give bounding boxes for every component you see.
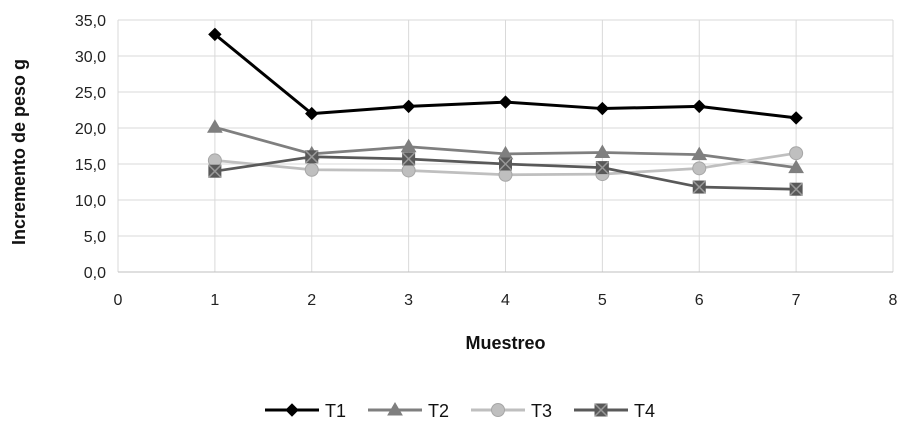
data-point: [789, 146, 804, 161]
data-point: [692, 161, 707, 176]
data-point: [595, 101, 610, 116]
x-tick-label: 8: [889, 292, 898, 309]
data-point: [595, 161, 609, 175]
y-tick-label: 35,0: [75, 13, 106, 30]
y-tick-label: 5,0: [84, 229, 106, 246]
data-point: [305, 106, 319, 121]
legend-label: T1: [325, 401, 346, 421]
data-point: [208, 164, 222, 178]
legend-marker: [285, 403, 299, 417]
data-point: [305, 150, 319, 164]
data-point: [691, 146, 708, 161]
legend-label: T3: [531, 401, 552, 421]
y-axis-title: Incremento de peso g: [9, 59, 29, 245]
data-point: [402, 152, 416, 166]
x-tick-label: 3: [404, 292, 413, 309]
legend-marker: [594, 403, 608, 417]
y-tick-label: 30,0: [75, 49, 106, 66]
data-point: [208, 27, 222, 42]
legend-item-t1: T1: [265, 401, 346, 421]
series-t4: [208, 150, 803, 196]
series-t3: [207, 146, 804, 182]
data-point: [498, 157, 513, 171]
y-tick-label: 20,0: [75, 121, 106, 138]
series-group: [207, 27, 804, 196]
legend-marker: [387, 402, 403, 416]
legend-label: T2: [428, 401, 449, 421]
y-tick-label: 15,0: [75, 157, 106, 174]
legend-label: T4: [634, 401, 655, 421]
x-axis-title: Muestreo: [465, 333, 545, 353]
data-point: [788, 159, 804, 174]
y-tick-label: 0,0: [84, 265, 106, 282]
y-tick-labels: 0,0 5,0 10,0 15,0 20,0 25,0 30,0 35,0: [75, 13, 106, 282]
x-tick-label: 2: [307, 292, 316, 309]
data-point: [304, 162, 319, 177]
data-point: [789, 111, 803, 125]
y-tick-label: 25,0: [75, 85, 106, 102]
x-tick-labels: 0 1 2 3 4 5 6 7 8: [114, 292, 898, 309]
x-tick-label: 1: [210, 292, 219, 309]
x-tick-label: 6: [695, 292, 704, 309]
data-point: [498, 95, 513, 109]
data-point: [692, 99, 706, 114]
data-point: [594, 144, 611, 158]
legend-item-t3: T3: [471, 401, 552, 421]
x-tick-label: 4: [501, 292, 510, 309]
y-tick-label: 10,0: [75, 193, 106, 210]
data-point: [401, 163, 416, 178]
legend-marker: [491, 403, 505, 417]
legend-item-t4: T4: [574, 401, 655, 421]
x-tick-label: 0: [114, 292, 123, 309]
legend-item-t2: T2: [368, 401, 449, 421]
series-t1: [208, 27, 803, 125]
data-point: [400, 138, 417, 153]
legend: T1 T2 T3 T4: [265, 401, 655, 421]
x-tick-label: 7: [792, 292, 801, 309]
data-point: [207, 119, 223, 133]
data-point: [401, 99, 416, 114]
data-point: [692, 180, 706, 194]
data-point: [789, 182, 803, 196]
x-tick-label: 5: [598, 292, 607, 309]
